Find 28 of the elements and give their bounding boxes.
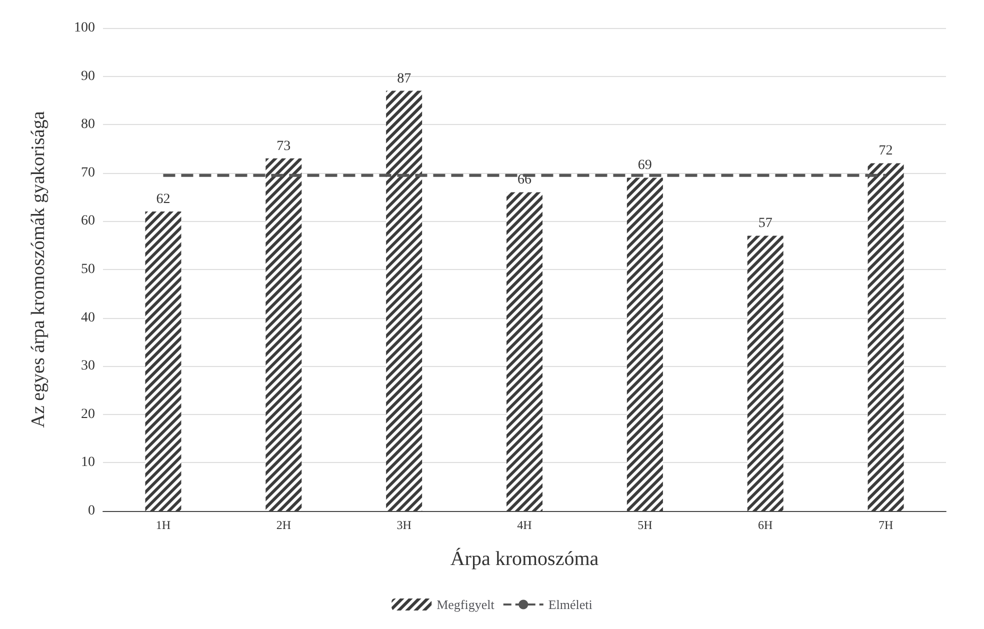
- data-label: 57: [758, 216, 772, 232]
- y-tick-label: 100: [74, 20, 95, 36]
- y-tick-label: 20: [81, 406, 95, 422]
- data-label: 69: [638, 158, 652, 174]
- y-tick-label: 0: [88, 504, 95, 518]
- legend-label: Elméleti: [548, 597, 593, 612]
- x-tick-label: 6H: [758, 518, 774, 532]
- x-tick-label: 3H: [396, 518, 412, 532]
- y-tick-label: 50: [81, 262, 95, 277]
- legend-label: Megfigyelt: [436, 597, 495, 612]
- data-label: 87: [397, 71, 412, 86]
- x-tick-label: 7H: [878, 518, 894, 532]
- data-label: 72: [878, 144, 893, 159]
- y-tick-label: 30: [81, 358, 95, 374]
- data-label: 62: [156, 192, 170, 208]
- x-tick-label: 1H: [156, 518, 171, 532]
- x-axis-title: Árpa kromoszóma: [450, 547, 599, 570]
- y-tick-label: 60: [81, 214, 95, 229]
- y-tick-label: 80: [81, 117, 95, 132]
- y-tick-label: 70: [81, 165, 95, 180]
- data-label: 73: [276, 138, 291, 154]
- x-tick-label: 2H: [276, 518, 292, 532]
- y-tick-label: 90: [81, 68, 95, 84]
- x-tick-label: 5H: [638, 518, 653, 532]
- y-tick-label: 10: [81, 455, 95, 470]
- y-tick-label: 40: [81, 310, 95, 326]
- x-tick-label: 4H: [517, 518, 532, 532]
- y-axis-title: Az egyes árpa kromoszómák gyakorisága: [28, 110, 49, 428]
